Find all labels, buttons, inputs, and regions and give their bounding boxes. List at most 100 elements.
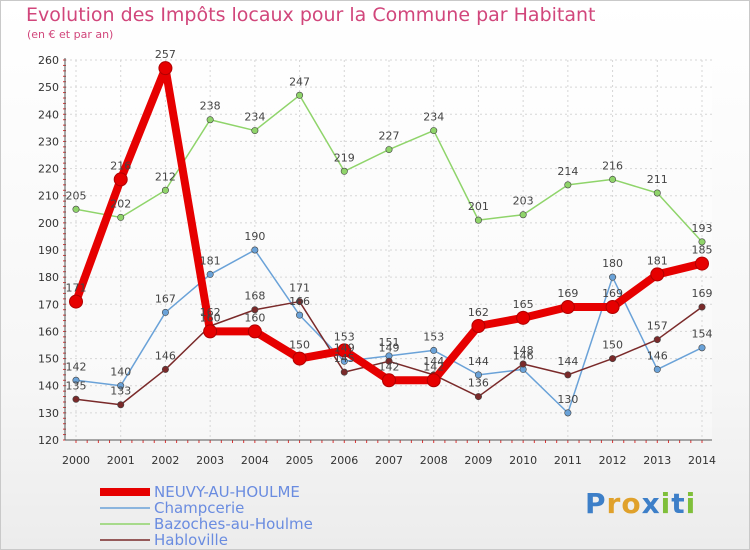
data-point-1 <box>340 357 348 365</box>
data-label-0: 216 <box>110 159 131 172</box>
data-point-2 <box>519 211 527 219</box>
data-point-3 <box>698 303 706 311</box>
y-tick-label: 150 <box>38 353 59 366</box>
data-label-3: 144 <box>423 355 444 368</box>
data-point-2 <box>430 127 438 135</box>
legend-item-bazoches: Bazoches-au-Houlme <box>100 516 313 532</box>
x-tick-label: 2008 <box>420 454 448 467</box>
data-point-0 <box>382 373 396 388</box>
legend-item-habloville: Habloville <box>100 532 313 548</box>
data-label-0: 142 <box>423 360 444 373</box>
data-label-1: 149 <box>334 341 355 354</box>
data-point-1 <box>206 270 214 278</box>
x-tick-label: 2012 <box>599 454 627 467</box>
x-tick-label: 2001 <box>107 454 135 467</box>
x-tick-label: 2002 <box>151 454 179 467</box>
legend: NEUVY-AU-HOULME Champcerie Bazoches-au-H… <box>100 484 313 548</box>
data-label-0: 169 <box>602 287 623 300</box>
data-label-1: 166 <box>289 295 310 308</box>
data-point-1 <box>698 344 706 352</box>
data-point-2 <box>72 205 80 213</box>
legend-label-bazoches: Bazoches-au-Houlme <box>154 515 313 533</box>
x-tick-label: 2004 <box>241 454 269 467</box>
data-point-1 <box>161 308 169 316</box>
legend-label-neuvy: NEUVY-AU-HOULME <box>154 483 300 501</box>
data-point-0 <box>650 267 665 282</box>
data-label-0: 160 <box>200 311 221 324</box>
data-point-2 <box>385 146 393 154</box>
data-point-0 <box>605 300 620 314</box>
x-tick-label: 2010 <box>509 454 537 467</box>
data-label-0: 181 <box>647 254 668 267</box>
y-tick-label: 230 <box>38 135 59 148</box>
data-label-1: 130 <box>557 393 578 406</box>
data-point-1 <box>609 273 617 281</box>
legend-label-champcerie: Champcerie <box>154 499 245 517</box>
y-tick-label: 170 <box>38 298 59 311</box>
data-point-0 <box>203 324 218 339</box>
data-label-3: 145 <box>334 352 355 365</box>
data-label-3: 144 <box>557 355 578 368</box>
data-label-1: 146 <box>513 349 534 362</box>
data-point-2 <box>474 216 482 224</box>
data-label-1: 167 <box>155 292 176 305</box>
data-point-3 <box>385 357 393 365</box>
y-tick-label: 240 <box>38 108 59 121</box>
y-tick-label: 200 <box>38 217 59 230</box>
data-label-2: 205 <box>66 189 87 202</box>
data-label-3: 133 <box>110 385 131 398</box>
data-label-0: 185 <box>692 244 713 257</box>
data-label-3: 168 <box>244 290 265 303</box>
data-label-1: 146 <box>647 349 668 362</box>
y-tick-label: 140 <box>38 380 59 393</box>
data-label-3: 148 <box>513 344 534 357</box>
data-label-0: 171 <box>66 282 87 295</box>
data-label-0: 169 <box>557 287 578 300</box>
x-tick-label: 2007 <box>375 454 403 467</box>
data-point-2 <box>698 238 706 246</box>
data-point-3 <box>72 395 80 403</box>
data-point-3 <box>609 355 617 363</box>
y-tick-label: 130 <box>38 407 59 420</box>
data-label-1: 140 <box>110 366 131 379</box>
data-label-3: 171 <box>289 282 310 295</box>
x-tick-label: 2011 <box>554 454 582 467</box>
x-tick-label: 2003 <box>196 454 224 467</box>
data-point-1 <box>564 409 572 417</box>
data-point-2 <box>340 167 348 175</box>
data-label-2: 193 <box>692 222 713 235</box>
chart-subtitle: (en € et par an) <box>27 28 114 41</box>
data-label-2: 201 <box>468 200 489 213</box>
data-label-2: 234 <box>423 111 444 124</box>
data-label-0: 153 <box>334 330 355 343</box>
y-tick-label: 120 <box>38 434 59 447</box>
data-label-3: 146 <box>155 349 176 362</box>
y-tick-label: 180 <box>38 271 59 284</box>
data-label-2: 238 <box>200 100 221 113</box>
legend-item-neuvy: NEUVY-AU-HOULME <box>100 484 313 500</box>
data-label-3: 169 <box>692 287 713 300</box>
data-label-0: 160 <box>244 311 265 324</box>
data-point-3 <box>340 368 348 376</box>
data-label-0: 165 <box>513 298 534 311</box>
data-label-2: 214 <box>557 165 578 178</box>
data-point-1 <box>653 365 661 373</box>
data-label-1: 144 <box>468 355 489 368</box>
data-label-2: 247 <box>289 75 310 88</box>
data-label-1: 153 <box>423 330 444 343</box>
data-label-0: 142 <box>379 360 400 373</box>
data-label-3: 149 <box>379 341 400 354</box>
legend-swatch-bazoches <box>100 523 150 525</box>
data-point-0 <box>337 343 352 358</box>
data-label-2: 211 <box>647 173 668 186</box>
data-point-2 <box>653 189 661 197</box>
data-label-0: 257 <box>155 48 176 61</box>
data-point-2 <box>251 127 259 135</box>
chart-title: Evolution des Impôts locaux pour la Comm… <box>26 4 596 26</box>
data-point-3 <box>519 360 527 368</box>
data-label-1: 181 <box>200 254 221 267</box>
data-point-2 <box>296 91 304 99</box>
data-label-3: 157 <box>647 320 668 333</box>
data-label-2: 216 <box>602 159 623 172</box>
